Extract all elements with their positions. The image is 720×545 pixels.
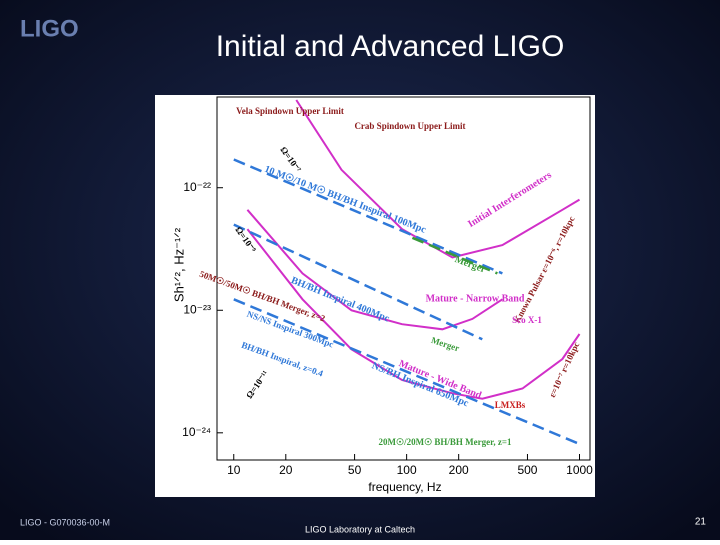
plot-frame — [216, 96, 591, 461]
annotation: LMXBs — [495, 400, 526, 410]
y-tick-label: 10⁻²³ — [183, 302, 211, 316]
series-line — [411, 236, 498, 275]
annotation: Vela Spindown Upper Limit — [236, 106, 344, 116]
footer-left: LIGO - G070036-00-M — [20, 517, 110, 527]
x-tick-label: 50 — [348, 463, 362, 477]
series-line — [246, 228, 581, 400]
y-tick-label: 10⁻²⁴ — [182, 425, 211, 439]
x-tick-label: 10 — [227, 463, 241, 477]
annotation: Sco X-1 — [512, 315, 542, 325]
x-axis-label: frequency, Hz — [368, 480, 441, 494]
x-tick-label: 200 — [449, 463, 469, 477]
series-label: Mature - Narrow Band — [426, 293, 525, 304]
x-tick-label: 100 — [397, 463, 417, 477]
series-line — [233, 223, 483, 341]
slide-title: Initial and Advanced LIGO — [216, 30, 565, 63]
y-axis-label: Sh¹ᐟ², Hz⁻¹ᐟ² — [171, 227, 186, 302]
annotation: 20M☉/20M☉ BH/BH Merger, z=1 — [379, 437, 512, 447]
x-tick-label: 1000 — [566, 463, 593, 477]
page-number: 21 — [695, 517, 707, 528]
x-tick-label: 500 — [517, 463, 537, 477]
series-line — [233, 298, 580, 446]
footer-center: LIGO Laboratory at Caltech — [305, 524, 415, 534]
series-line — [246, 209, 503, 331]
series-line — [295, 99, 581, 259]
logo: LIGO — [20, 15, 79, 42]
y-tick-label: 10⁻²² — [183, 180, 211, 194]
chart-panel — [155, 95, 595, 497]
x-tick-label: 20 — [279, 463, 293, 477]
annotation: Crab Spindown Upper Limit — [354, 121, 465, 131]
series-line — [233, 158, 503, 275]
